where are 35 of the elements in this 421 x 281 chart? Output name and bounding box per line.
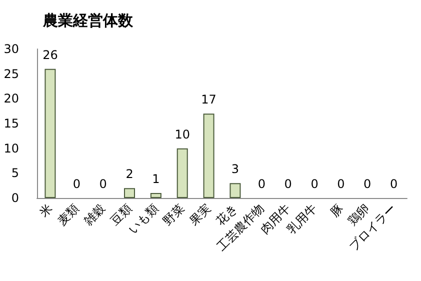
- x-tick-label: 米: [36, 201, 56, 220]
- bar: [230, 183, 241, 198]
- data-label: 1: [152, 172, 160, 186]
- data-label: 2: [126, 167, 134, 182]
- data-label: 3: [231, 162, 240, 176]
- data-label: 17: [201, 92, 216, 107]
- data-label: 0: [99, 177, 107, 191]
- data-label: 0: [337, 177, 345, 191]
- data-label: 26: [42, 48, 58, 62]
- bar: [176, 148, 188, 198]
- data-label: 0: [390, 177, 398, 191]
- bar: [203, 114, 214, 198]
- y-tick-label: 0: [11, 191, 19, 205]
- x-tick-label: 果実: [186, 201, 214, 228]
- y-tick-label: 5: [11, 166, 19, 180]
- data-label: 0: [258, 177, 266, 191]
- x-tick-label: 麦類: [54, 201, 82, 228]
- chart-title: 農業経営体数: [42, 12, 134, 30]
- data-label: 0: [310, 177, 318, 191]
- y-tick-label: 10: [4, 141, 19, 156]
- bar: [150, 193, 162, 198]
- y-tick-label: 20: [4, 92, 19, 106]
- data-label: 0: [72, 177, 80, 191]
- y-tick-label: 25: [4, 66, 19, 81]
- x-tick-label: 豆類: [108, 201, 134, 228]
- x-tick-label: 豚: [327, 201, 346, 220]
- data-label: 0: [284, 177, 292, 191]
- x-tick-label: 野菜: [160, 201, 188, 228]
- y-tick-label: 15: [4, 116, 19, 130]
- data-label: 10: [174, 127, 190, 142]
- bar: [124, 188, 135, 198]
- data-label: 0: [364, 177, 372, 191]
- bar: [44, 68, 56, 198]
- y-tick-label: 30: [4, 42, 19, 56]
- x-tick-label: 雑穀: [81, 201, 108, 228]
